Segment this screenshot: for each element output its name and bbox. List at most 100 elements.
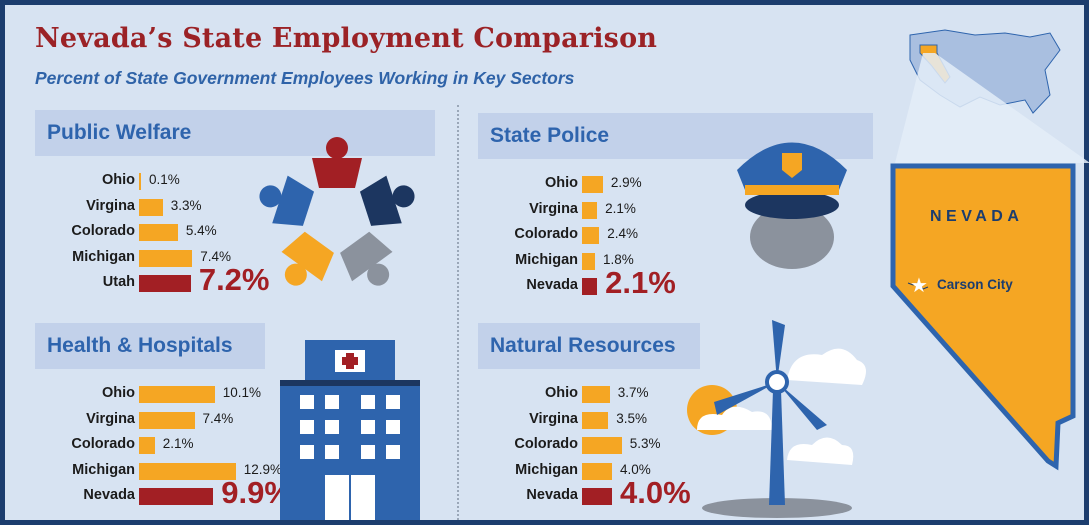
page-title: Nevada’s State Employment Comparison: [35, 23, 658, 54]
value-label: 4.0%: [620, 461, 651, 477]
bar-row-colorado: Colorado 2.1%: [35, 434, 435, 460]
bar-row-ohio: Ohio 2.9%: [478, 173, 878, 199]
bar: [139, 462, 236, 480]
category-label: Virgina: [86, 197, 135, 214]
police-cap-icon: [737, 142, 847, 269]
bar-row-ohio: Ohio 0.1%: [35, 170, 435, 196]
bar-row-ohio: Ohio 3.7%: [478, 383, 878, 409]
category-label: Ohio: [101, 172, 135, 188]
bar-rows: Ohio 2.9% Virgina 2.1% Colorado 2.4% Michigan 1…: [478, 173, 878, 301]
bar: [139, 224, 178, 241]
page-subtitle: Percent of State Government Employees Wo…: [35, 68, 575, 88]
bar: [582, 437, 622, 454]
panel-health-hospitals: Health & Hospitals Ohio 10.1% Virgina 7.4% C…: [35, 323, 435, 523]
bar-row-ohio: Ohio 10.1%: [35, 383, 435, 409]
bar: [582, 176, 603, 193]
bar: [139, 275, 191, 292]
category-label: Michigan: [515, 251, 578, 268]
value-label: 2.1%: [605, 265, 676, 300]
bar: [582, 201, 598, 219]
nevada-map-icon: [890, 163, 1076, 471]
category-label: Utah: [102, 274, 135, 290]
bar-row-nevada: Nevada 4.0%: [478, 477, 878, 511]
panel-natural-resources: Natural Resources Ohio 3.7% Virgina 3.5% Col…: [478, 323, 878, 523]
wind-turbine-icon: [687, 320, 866, 518]
bar: [582, 411, 609, 429]
capital-star-icon: ★: [910, 275, 928, 297]
bar-row-utah: Utah 7.2%: [35, 264, 435, 298]
bar-row-michigan: Michigan 12.9%: [35, 460, 435, 486]
bar: [139, 173, 141, 190]
category-label: Ohio: [544, 175, 578, 191]
value-label: 2.9%: [610, 175, 642, 190]
bar-rows: Ohio 10.1% Virgina 7.4% Colorado 2.1% Michigan…: [35, 383, 435, 511]
category-label: Colorado: [514, 436, 578, 452]
category-label: Michigan: [515, 461, 578, 478]
bar: [582, 278, 598, 295]
bar: [139, 386, 215, 403]
value-label: 3.3%: [170, 197, 202, 213]
bar: [582, 227, 600, 244]
value-label: 0.1%: [149, 172, 180, 187]
bar: [582, 488, 612, 505]
people-circle-icon: [259, 137, 415, 286]
bar-row-virgina: Virgina 7.4%: [35, 409, 435, 435]
state-name: NEVADA: [930, 208, 1024, 225]
bar-rows: Ohio 3.7% Virgina 3.5% Colorado 5.3% Michigan 4…: [478, 383, 878, 511]
value-label: 10.1%: [222, 385, 262, 400]
capital-label: Carson City: [937, 277, 1013, 292]
bar: [139, 198, 163, 216]
category-label: Ohio: [101, 385, 135, 401]
bar: [582, 462, 612, 480]
bar-row-nevada: Nevada 2.1%: [478, 267, 878, 301]
divider: [457, 105, 459, 520]
value-label: 3.5%: [616, 410, 648, 426]
value-label: 7.2%: [198, 262, 270, 297]
category-label: Colorado: [71, 223, 135, 239]
value-label: 3.7%: [617, 385, 649, 400]
bar: [139, 437, 155, 454]
panel-public-welfare: Public Welfare Ohio 0.1% Virgina 3.3% Colora…: [35, 110, 435, 310]
bar-row-michigan: Michigan 1.8%: [478, 250, 878, 276]
category-label: Virgina: [86, 410, 135, 427]
bar-row-michigan: Michigan 7.4%: [35, 247, 435, 273]
bar: [139, 411, 195, 429]
category-label: Virgina: [529, 200, 578, 217]
value-label: 4.0%: [620, 475, 691, 510]
panel-header: Public Welfare: [35, 110, 435, 156]
value-label: 7.4%: [200, 248, 232, 264]
hospital-icon: [280, 340, 420, 520]
panel-header: Health & Hospitals: [35, 323, 265, 369]
value-label: 7.4%: [202, 410, 234, 426]
category-label: Virgina: [529, 410, 578, 427]
value-label: 2.4%: [607, 226, 639, 241]
category-label: Michigan: [72, 461, 135, 478]
bar-row-virgina: Virgina 3.3%: [35, 196, 435, 222]
category-label: Colorado: [514, 226, 578, 242]
bar: [139, 249, 193, 267]
value-label: 12.9%: [243, 461, 283, 477]
map-callout: [895, 53, 1089, 163]
bar-row-michigan: Michigan 4.0%: [478, 460, 878, 486]
value-label: 2.1%: [605, 200, 636, 216]
bar: [582, 252, 595, 270]
bar-row-virgina: Virgina 3.5%: [478, 409, 878, 435]
value-label: 5.3%: [629, 436, 661, 451]
category-label: Nevada: [83, 487, 135, 503]
category-label: Ohio: [544, 385, 578, 401]
value-label: 2.1%: [162, 436, 194, 451]
bar-row-colorado: Colorado 5.3%: [478, 434, 878, 460]
bar-row-colorado: Colorado 2.4%: [478, 224, 878, 250]
bar-row-colorado: Colorado 5.4%: [35, 221, 435, 247]
category-label: Colorado: [71, 436, 135, 452]
category-label: Nevada: [526, 277, 578, 293]
category-label: Michigan: [72, 248, 135, 265]
value-label: 1.8%: [602, 251, 634, 267]
bar-row-virgina: Virgina 2.1%: [478, 199, 878, 225]
bar-rows: Ohio 0.1% Virgina 3.3% Colorado 5.4% Michigan 7…: [35, 170, 435, 298]
bar: [582, 386, 610, 403]
category-label: Nevada: [526, 487, 578, 503]
bar: [139, 488, 214, 505]
value-label: 5.4%: [185, 223, 217, 238]
